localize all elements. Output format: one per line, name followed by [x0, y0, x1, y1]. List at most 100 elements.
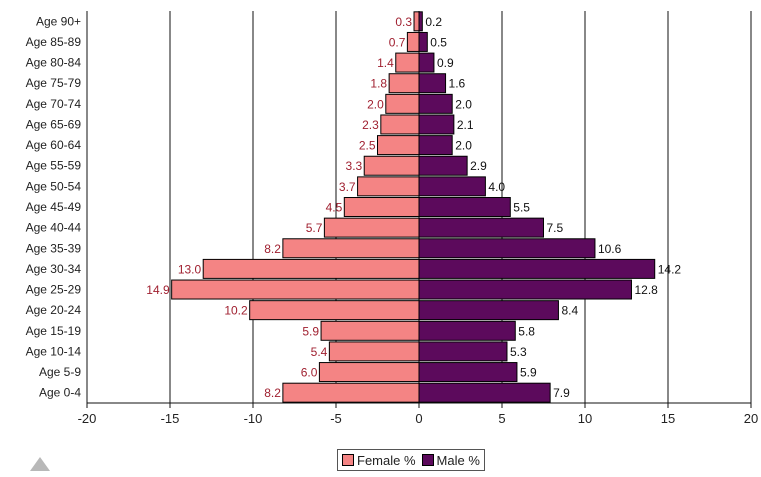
bar-female-11 [363, 155, 420, 176]
data-label-male-15: 1.6 [449, 77, 466, 91]
bar-female-13 [380, 114, 420, 135]
y-tick-label-7: Age 35-39 [26, 241, 82, 255]
bar-female-0 [282, 382, 420, 403]
bar-female-9 [343, 197, 420, 217]
data-label-female-15: 1.8 [370, 77, 387, 91]
data-label-female-16: 1.4 [377, 56, 394, 70]
data-label-male-0: 7.9 [553, 386, 570, 400]
bar-female-1 [318, 362, 420, 383]
chart-legend: Female % Male % [337, 449, 485, 471]
bar-male-0 [418, 382, 551, 403]
data-label-female-2: 5.4 [311, 345, 328, 359]
data-label-female-3: 5.9 [302, 324, 319, 338]
bar-female-12 [377, 135, 420, 156]
bar-male-4 [418, 300, 559, 321]
bar-female-6 [202, 258, 420, 279]
bar-female-14 [385, 93, 420, 114]
bar-male-9 [418, 197, 511, 217]
x-tick-label-0: -20 [78, 411, 97, 426]
y-tick-label-15: Age 75-79 [26, 76, 82, 90]
data-label-female-14: 2.0 [367, 97, 384, 111]
bar-female-4 [249, 300, 420, 321]
bar-female-18 [413, 11, 420, 32]
bar-male-8 [418, 217, 544, 238]
x-tick-label-7: 15 [661, 411, 675, 426]
data-label-female-10: 3.7 [339, 180, 356, 194]
legend-item-male: Male % [421, 452, 480, 468]
bar-male-1 [418, 362, 518, 383]
data-label-male-18: 0.2 [425, 15, 442, 29]
bar-female-3 [320, 320, 420, 341]
data-label-male-4: 8.4 [561, 304, 578, 318]
x-tick-label-5: 5 [498, 411, 505, 426]
bar-male-14 [418, 93, 453, 114]
data-label-female-5: 14.9 [146, 283, 170, 297]
bar-male-13 [418, 114, 455, 135]
y-tick-label-9: Age 45-49 [26, 200, 82, 214]
data-label-male-12: 2.0 [455, 139, 472, 153]
data-label-female-0: 8.2 [264, 386, 281, 400]
x-tick-label-3: -5 [330, 411, 342, 426]
corner-triangle-icon [30, 457, 50, 471]
data-label-female-6: 13.0 [178, 262, 202, 276]
data-label-male-5: 12.8 [634, 283, 658, 297]
data-label-male-11: 2.9 [470, 159, 487, 173]
x-tick-label-2: -10 [244, 411, 263, 426]
data-label-female-12: 2.5 [359, 139, 376, 153]
bar-male-5 [418, 279, 632, 300]
data-label-male-9: 5.5 [513, 201, 530, 215]
bar-female-10 [357, 176, 420, 197]
y-tick-label-8: Age 40-44 [26, 221, 82, 235]
bar-male-17 [418, 31, 428, 52]
legend-swatch-female [342, 454, 354, 466]
bar-female-17 [406, 31, 420, 52]
bar-male-11 [418, 155, 468, 176]
bar-male-2 [418, 341, 508, 362]
legend-item-female: Female % [342, 453, 416, 468]
data-label-female-17: 0.7 [389, 35, 406, 49]
y-tick-label-0: Age 0-4 [39, 386, 81, 400]
data-label-female-18: 0.3 [395, 15, 412, 29]
y-tick-label-5: Age 25-29 [26, 283, 82, 297]
data-label-male-17: 0.5 [430, 35, 447, 49]
bar-female-2 [328, 341, 420, 362]
data-label-male-14: 2.0 [455, 97, 472, 111]
bar-female-15 [388, 73, 420, 94]
y-tick-label-14: Age 70-74 [26, 97, 82, 111]
x-tick-label-4: 0 [415, 411, 422, 426]
x-tick-label-8: 20 [744, 411, 758, 426]
data-label-male-3: 5.8 [518, 324, 535, 338]
bar-male-10 [418, 176, 486, 197]
data-label-male-1: 5.9 [520, 366, 537, 380]
bar-male-16 [418, 52, 435, 73]
data-label-female-11: 3.3 [346, 159, 363, 173]
y-tick-label-10: Age 50-54 [26, 179, 82, 193]
y-tick-label-13: Age 65-69 [26, 117, 82, 131]
x-tick-label-6: 10 [578, 411, 592, 426]
y-tick-label-12: Age 60-64 [26, 138, 82, 152]
data-label-female-4: 10.2 [224, 304, 248, 318]
bar-male-3 [418, 320, 516, 341]
y-tick-label-2: Age 10-14 [26, 344, 82, 358]
bar-female-5 [171, 279, 420, 300]
bar-female-16 [395, 52, 420, 73]
data-label-female-13: 2.3 [362, 118, 379, 132]
data-label-male-8: 7.5 [547, 221, 564, 235]
bar-male-7 [418, 238, 596, 259]
x-tick-label-1: -15 [161, 411, 180, 426]
y-tick-label-18: Age 90+ [36, 14, 81, 28]
data-label-female-1: 6.0 [301, 366, 318, 380]
data-label-female-9: 4.5 [326, 201, 343, 215]
y-tick-label-16: Age 80-84 [26, 56, 82, 70]
bar-male-12 [418, 135, 453, 156]
y-tick-label-3: Age 15-19 [26, 324, 82, 338]
legend-label-female: Female % [357, 452, 416, 468]
legend-label-male: Male % [436, 452, 480, 468]
data-label-male-6: 14.2 [658, 262, 682, 276]
bar-male-18 [418, 11, 423, 32]
bar-male-6 [418, 258, 656, 279]
y-tick-label-4: Age 20-24 [26, 303, 82, 317]
legend-swatch-male [421, 454, 434, 466]
